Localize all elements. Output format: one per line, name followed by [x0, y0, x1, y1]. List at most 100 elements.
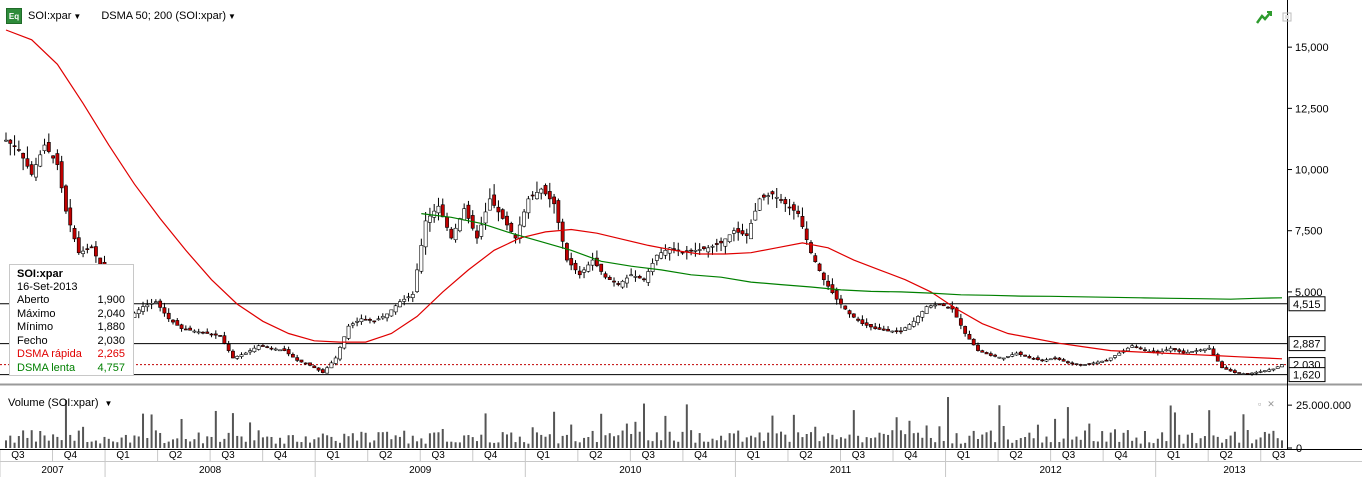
year-label: 2012 — [1039, 465, 1062, 476]
candle-body — [1044, 359, 1049, 362]
volume-bar — [43, 435, 46, 448]
volume-bar — [1131, 440, 1134, 448]
volume-bar — [39, 431, 42, 448]
candle-body — [980, 350, 985, 353]
candle-body — [261, 345, 265, 347]
candle-body — [993, 354, 998, 357]
volume-bar — [1195, 443, 1198, 448]
candle-body — [963, 326, 968, 334]
volume-bar — [1221, 442, 1224, 448]
candle-body — [1018, 351, 1023, 356]
candle-body — [1173, 348, 1177, 351]
volume-bar — [1281, 440, 1283, 448]
price-level-label: 2,887 — [1293, 339, 1321, 351]
candle-body — [479, 224, 484, 237]
volume-bar — [758, 432, 761, 448]
candle-body — [51, 155, 56, 159]
chevron-down-icon[interactable]: ▼ — [73, 12, 82, 21]
volume-bar — [420, 438, 423, 448]
candle-body — [1185, 351, 1190, 355]
price-plot-area[interactable] — [0, 0, 1287, 383]
candle-body — [359, 318, 364, 322]
candle-body — [329, 362, 334, 369]
volume-bar — [1015, 439, 1018, 448]
candle-body — [1036, 357, 1040, 360]
candle-body — [338, 347, 342, 360]
equity-icon[interactable]: Eq — [6, 8, 22, 24]
volume-bar — [1109, 432, 1112, 448]
price-level-label: 4,515 — [1293, 299, 1321, 311]
volume-bar — [1276, 438, 1279, 448]
volume-bar — [1238, 442, 1241, 448]
candle-body — [201, 331, 205, 334]
volume-bar — [647, 440, 650, 448]
candle-body — [1001, 357, 1006, 360]
candle-body — [967, 334, 972, 340]
volume-bar — [604, 435, 607, 448]
candle-body — [1027, 356, 1032, 359]
volume-bar — [446, 441, 449, 448]
close-icon[interactable]: ✕ — [1267, 399, 1275, 409]
volume-bar — [1233, 431, 1236, 448]
candle-body — [432, 210, 437, 218]
volume-bar — [869, 438, 872, 448]
candle-body — [941, 303, 946, 307]
volume-bar — [454, 442, 457, 448]
volume-bar — [630, 433, 633, 448]
year-label: 2011 — [830, 465, 852, 476]
volume-bars — [5, 397, 1283, 448]
quarter-label: Q4 — [64, 450, 78, 461]
volume-bar — [874, 437, 877, 448]
candle-body — [860, 319, 865, 325]
candle-body — [175, 320, 180, 326]
candle-body — [1267, 369, 1272, 372]
candle-body — [616, 283, 621, 285]
candle-body — [85, 248, 90, 250]
volume-bar — [26, 437, 29, 448]
tooltip-value: 4,757 — [97, 361, 125, 374]
chart-trend-icon[interactable] — [1256, 10, 1272, 24]
candle-body — [4, 139, 8, 142]
candle-body — [308, 362, 312, 366]
candle-body — [723, 238, 728, 247]
candle-body — [509, 222, 514, 232]
volume-bar — [94, 440, 97, 448]
candle-body — [916, 316, 920, 323]
tooltip-label: DSMA lenta — [17, 361, 76, 374]
volume-bar — [291, 435, 294, 448]
window-restore-icon[interactable]: ▫ — [1258, 399, 1262, 409]
candle-body — [34, 164, 38, 178]
volume-bar — [274, 443, 277, 448]
candle-body — [1168, 347, 1173, 352]
candle-body — [295, 357, 300, 361]
candle-body — [590, 259, 595, 266]
volume-bar — [433, 432, 436, 448]
chart-toolbar: Eq SOI:xpar ▼ DSMA 50; 200 (SOI:xpar) ▼ — [6, 7, 236, 25]
candle-body — [372, 320, 377, 323]
price-level-box — [1288, 336, 1326, 352]
window-restore-icon[interactable] — [1282, 12, 1292, 22]
chevron-down-icon[interactable]: ▼ — [104, 398, 113, 408]
volume-bar — [531, 427, 534, 448]
symbol-selector[interactable]: SOI:xpar ▼ — [28, 10, 81, 22]
candle-body — [389, 309, 394, 317]
candle-body — [766, 195, 771, 197]
volume-bar — [1135, 437, 1138, 448]
volume-bar — [827, 433, 830, 448]
volume-bar — [899, 430, 902, 448]
chevron-down-icon[interactable]: ▼ — [228, 12, 236, 21]
candle-body — [804, 228, 809, 240]
volume-bar — [1242, 414, 1245, 448]
volume-bar — [364, 432, 367, 448]
candle-body — [659, 252, 664, 259]
candle-body — [560, 221, 565, 242]
candle-body — [68, 207, 73, 226]
tooltip-value: 2,030 — [97, 334, 125, 347]
candle-body — [556, 200, 561, 223]
year-label: 2009 — [409, 465, 432, 476]
candle-body — [333, 357, 338, 364]
candle-body — [839, 298, 843, 305]
volume-bar — [214, 410, 217, 448]
candle-body — [599, 263, 604, 272]
indicator-selector[interactable]: DSMA 50; 200 (SOI:xpar) ▼ — [101, 10, 236, 22]
